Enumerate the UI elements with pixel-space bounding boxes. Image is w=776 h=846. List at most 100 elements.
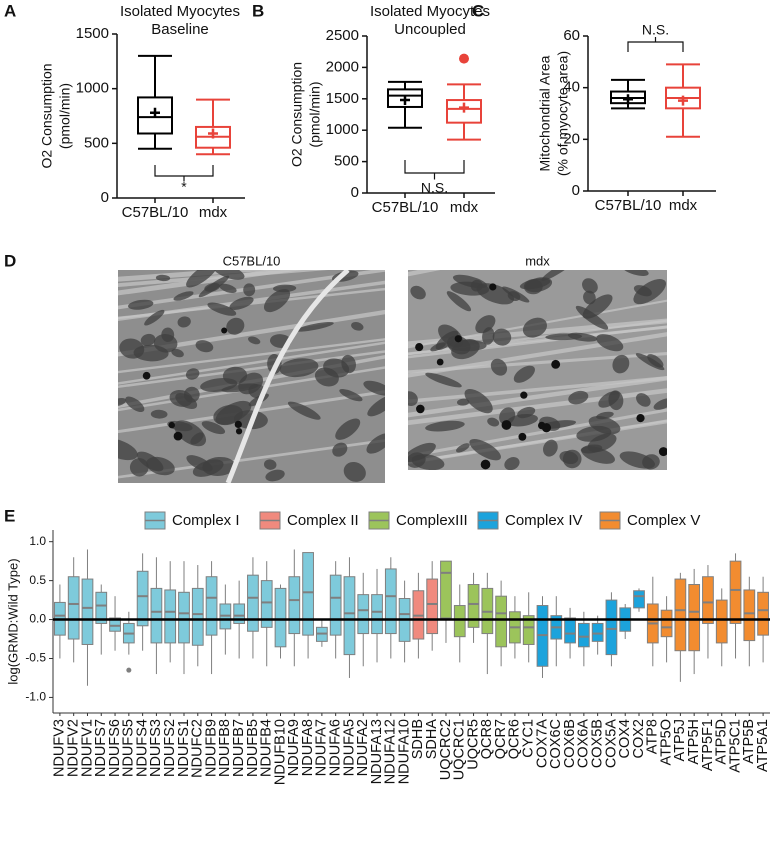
- x-tick-label: COX2: [631, 719, 647, 759]
- mitochondrion: [238, 372, 264, 395]
- mitochondrion: [425, 420, 465, 432]
- box: [522, 615, 535, 645]
- x-tick-label: NDUFA9: [286, 719, 302, 776]
- mitochondrion: [621, 270, 649, 276]
- lipid-droplet: [454, 335, 462, 343]
- lipid-droplet: [551, 359, 561, 369]
- mitochondrion: [202, 456, 236, 476]
- x-tick-label: UQCRC2: [438, 719, 454, 780]
- y-axis-label: (pmol/min): [307, 81, 323, 147]
- y-axis-label: O2 Consumption: [289, 62, 305, 167]
- y-tick-label: 0.5: [29, 573, 46, 587]
- y-tick-label: 1000: [326, 121, 359, 138]
- box: [453, 605, 466, 638]
- x-tick-label: NDUFV1: [79, 719, 95, 777]
- z-band: [408, 408, 667, 458]
- x-tick-label: NDUFA7: [314, 719, 330, 776]
- mitochondrion: [272, 284, 297, 293]
- x-tick-label: NDUFA10: [396, 719, 412, 784]
- x-tick-label: NDUFB8: [217, 719, 233, 777]
- x-tick-label: NDUFS4: [134, 719, 150, 777]
- micrograph: [118, 270, 385, 483]
- image-title: C57BL/10: [223, 253, 281, 268]
- mitochondrion: [212, 270, 245, 280]
- mitochondrion: [568, 390, 589, 405]
- mitochondrion: [464, 388, 493, 414]
- lipid-droplet: [234, 420, 242, 429]
- x-tick-label: ATP5A1: [755, 719, 771, 772]
- mitochondrion: [339, 388, 363, 402]
- mitochondrion: [140, 333, 156, 346]
- outlier: [126, 667, 132, 673]
- y-tick-label: -1.0: [25, 690, 46, 704]
- mitochondrion: [173, 291, 194, 301]
- x-tick-label: NDUFS6: [107, 719, 123, 777]
- micrograph: [408, 270, 667, 470]
- x-tick-label: NDUFS5: [121, 719, 137, 777]
- mitochondrion: [410, 285, 426, 300]
- membrane: [225, 270, 350, 483]
- x-tick-label: UQCRC1: [452, 719, 468, 780]
- mitochondrion: [265, 469, 285, 482]
- box: [191, 587, 204, 646]
- significance-bracket: [627, 37, 684, 52]
- x-tick-label: ATP8: [645, 719, 661, 754]
- x-tick-label: ATP5H: [686, 719, 702, 765]
- chart-title: Isolated Myocytes: [120, 3, 240, 20]
- x-tick-label: ATP5J: [672, 719, 688, 761]
- mitochondrion: [204, 283, 220, 292]
- mitochondrion: [562, 449, 582, 469]
- mitochondrion: [543, 439, 558, 457]
- mitochondrion: [541, 270, 575, 281]
- z-band: [408, 376, 667, 404]
- mitochondrion: [575, 305, 609, 330]
- y-tick-label: 0: [351, 184, 359, 201]
- y-tick-label: 1000: [76, 80, 109, 97]
- box: [274, 587, 287, 648]
- z-band: [118, 338, 385, 374]
- x-tick-label: NDUFB4: [259, 719, 275, 777]
- y-axis-label: log(GRMD:Wild Type): [5, 558, 20, 684]
- x-tick-label: COX4: [617, 719, 633, 759]
- box: [674, 578, 687, 652]
- x-tick-label: NDUFA8: [300, 719, 316, 776]
- y-tick-label: 1500: [76, 25, 109, 42]
- mitochondrion: [186, 270, 219, 288]
- box: [426, 578, 439, 635]
- mitochondrion: [177, 316, 191, 328]
- mitochondrion: [450, 281, 490, 296]
- box: [564, 617, 576, 644]
- mitochondrion: [195, 340, 214, 353]
- mitochondrion: [155, 274, 171, 282]
- mitochondrion: [226, 317, 245, 335]
- mitochondrion: [133, 344, 169, 362]
- mitochondrion: [229, 296, 254, 310]
- mitochondrion: [456, 398, 470, 406]
- legend-label: Complex IV: [505, 512, 583, 529]
- mitochondrion: [366, 433, 385, 454]
- box: [371, 594, 383, 635]
- box: [67, 576, 80, 640]
- x-tick-label: C57BL/10: [372, 199, 439, 216]
- y-tick-label: 60: [563, 27, 580, 44]
- x-tick-label: NDUFA2: [355, 719, 371, 776]
- mitochondrion: [190, 432, 204, 445]
- y-axis-label: (pmol/min): [57, 83, 73, 149]
- box: [233, 603, 246, 624]
- x-tick-label: mdx: [669, 197, 698, 214]
- y-tick-label: 500: [84, 134, 109, 151]
- mitochondrion: [295, 321, 334, 332]
- mitochondrion: [408, 391, 418, 407]
- mitochondrion: [523, 279, 543, 295]
- box: [591, 622, 604, 642]
- x-tick-label: CYC1: [521, 719, 537, 758]
- chart-title: Isolated Myocytes: [370, 3, 490, 20]
- mitochondrion: [567, 332, 598, 342]
- z-band: [408, 376, 667, 418]
- significance-bracket: [154, 165, 214, 182]
- mitochondrion: [446, 291, 472, 312]
- box: [178, 591, 190, 644]
- z-band: [118, 287, 385, 320]
- y-tick-label: 500: [334, 153, 359, 170]
- x-tick-label: COX6C: [548, 719, 564, 769]
